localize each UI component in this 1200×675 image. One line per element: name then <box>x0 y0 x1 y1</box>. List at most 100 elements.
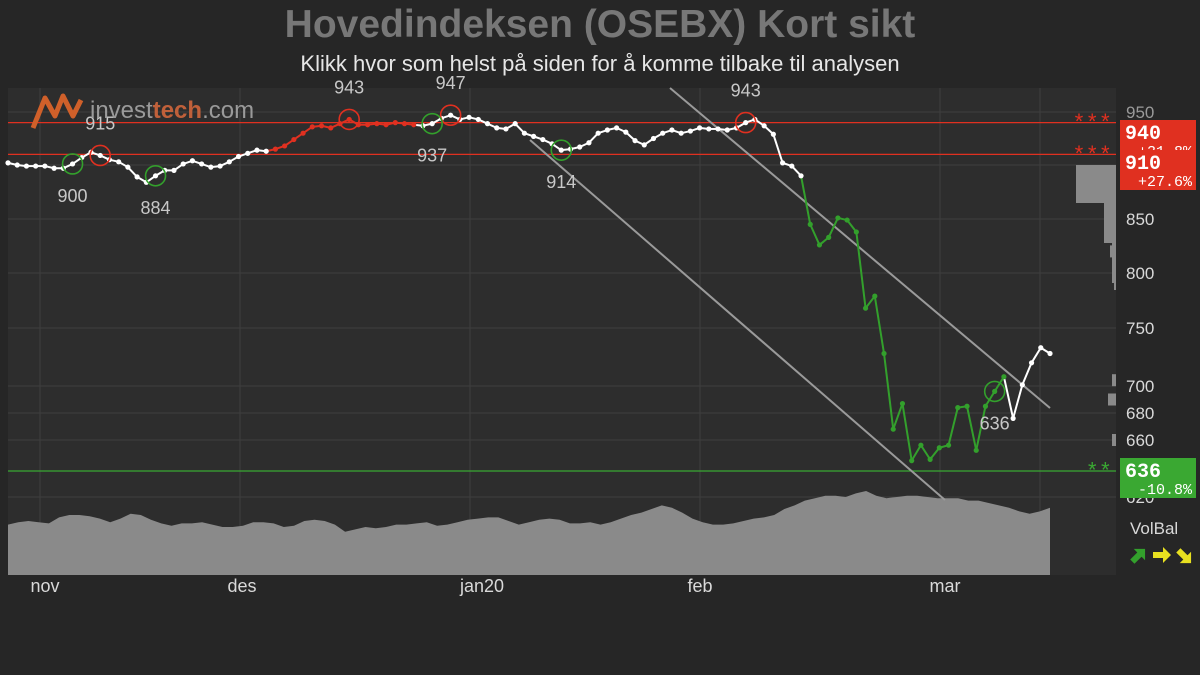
price-segment <box>993 376 1005 392</box>
level-stars: *** <box>1072 112 1112 137</box>
volume-profile-bar <box>1104 203 1116 243</box>
level-badge-value: 940 <box>1125 123 1161 146</box>
price-segment <box>984 390 996 407</box>
price-segment <box>892 403 904 430</box>
price-point <box>724 127 730 133</box>
price-point <box>14 162 20 168</box>
annotation-label: 884 <box>141 198 171 218</box>
level-stars: *** <box>1072 143 1112 168</box>
price-point <box>282 143 288 149</box>
price-point <box>881 350 887 357</box>
volume-area-fill <box>8 491 1050 575</box>
price-point <box>180 161 186 167</box>
price-point <box>779 160 786 166</box>
price-point <box>1038 345 1044 351</box>
top-bottom-markers <box>61 104 1006 403</box>
price-point <box>484 121 491 127</box>
price-point <box>862 305 869 311</box>
price-point <box>1028 360 1035 366</box>
volume-profile-bar <box>1108 393 1116 406</box>
marker-circle <box>734 111 757 134</box>
y-tick-label: 750 <box>1126 319 1154 338</box>
price-point <box>503 126 509 132</box>
y-tick-label: 950 <box>1126 103 1154 122</box>
price-point <box>134 174 140 180</box>
price-point <box>318 123 325 129</box>
x-axis: nov des jan20 feb mar <box>30 576 960 596</box>
volbal-up-arrow-icon <box>1130 548 1146 564</box>
x-tick-label: mar <box>930 576 961 596</box>
price-segment <box>1002 376 1015 419</box>
price-point <box>512 121 518 127</box>
price-point <box>328 125 334 131</box>
price-segment <box>975 406 987 451</box>
price-point <box>789 163 795 169</box>
price-point <box>770 131 776 137</box>
page-title: Hovedindeksen (OSEBX) Kort sikt <box>284 3 916 46</box>
page-subtitle[interactable]: Klikk hvor som helst på siden for å komm… <box>300 51 900 76</box>
price-segment <box>883 353 895 430</box>
volbal-down-arrow-icon <box>1176 548 1192 564</box>
annotation-label: 914 <box>546 172 576 192</box>
price-point <box>365 122 371 128</box>
price-segment <box>772 133 784 164</box>
annotation-label: 947 <box>436 73 466 93</box>
level-badge-change: +27.6% <box>1138 174 1193 191</box>
investtech-logo[interactable]: investtech.com <box>30 93 254 129</box>
price-point <box>650 135 657 142</box>
price-point <box>982 403 989 409</box>
price-point <box>245 150 251 156</box>
annotation-label: 943 <box>731 81 761 101</box>
price-point <box>199 161 205 167</box>
price-segment <box>910 444 922 462</box>
price-point <box>521 130 527 136</box>
price-point <box>23 163 30 169</box>
price-point <box>383 122 389 128</box>
marker-circle <box>550 139 573 161</box>
price-point <box>623 129 629 135</box>
volume-profile-bar <box>1114 278 1116 290</box>
level-stars: ** <box>1086 460 1112 485</box>
marker-circle <box>338 108 360 131</box>
price-point <box>69 161 76 167</box>
price-point <box>272 146 279 152</box>
svg-text:investtech.com: investtech.com <box>90 97 254 124</box>
price-point <box>33 163 39 169</box>
price-segment <box>947 407 959 446</box>
price-point <box>558 147 564 153</box>
price-segment <box>920 444 931 460</box>
marker-circle <box>983 380 1006 403</box>
y-tick-label: 680 <box>1126 404 1154 423</box>
y-tick-label: 700 <box>1126 377 1154 396</box>
price-point <box>401 121 408 127</box>
price-point <box>945 442 952 448</box>
price-point <box>208 164 214 170</box>
price-point <box>189 158 196 164</box>
price-point <box>909 458 915 464</box>
price-point <box>531 133 537 139</box>
price-point <box>494 125 500 131</box>
price-segment <box>827 217 839 238</box>
y-tick-label: 850 <box>1126 210 1154 229</box>
price-point <box>1010 415 1016 421</box>
price-point <box>116 159 122 165</box>
price-point <box>152 173 159 179</box>
marker-circle <box>421 112 443 135</box>
price-point <box>696 125 703 131</box>
annotation-label: 943 <box>334 77 364 97</box>
x-tick-label: des <box>227 576 256 596</box>
price-point <box>595 130 601 136</box>
price-point <box>632 138 638 144</box>
price-point <box>125 164 131 170</box>
price-point <box>706 126 712 132</box>
annotation-label: 900 <box>58 186 88 206</box>
price-point <box>816 242 823 248</box>
price-point <box>872 293 878 299</box>
price-point <box>927 456 933 462</box>
x-tick-label: feb <box>687 576 712 596</box>
volume-profile <box>1076 165 1116 446</box>
grid-lines <box>8 88 1116 575</box>
volume-profile-bar <box>1112 243 1116 283</box>
price-point <box>226 159 232 165</box>
